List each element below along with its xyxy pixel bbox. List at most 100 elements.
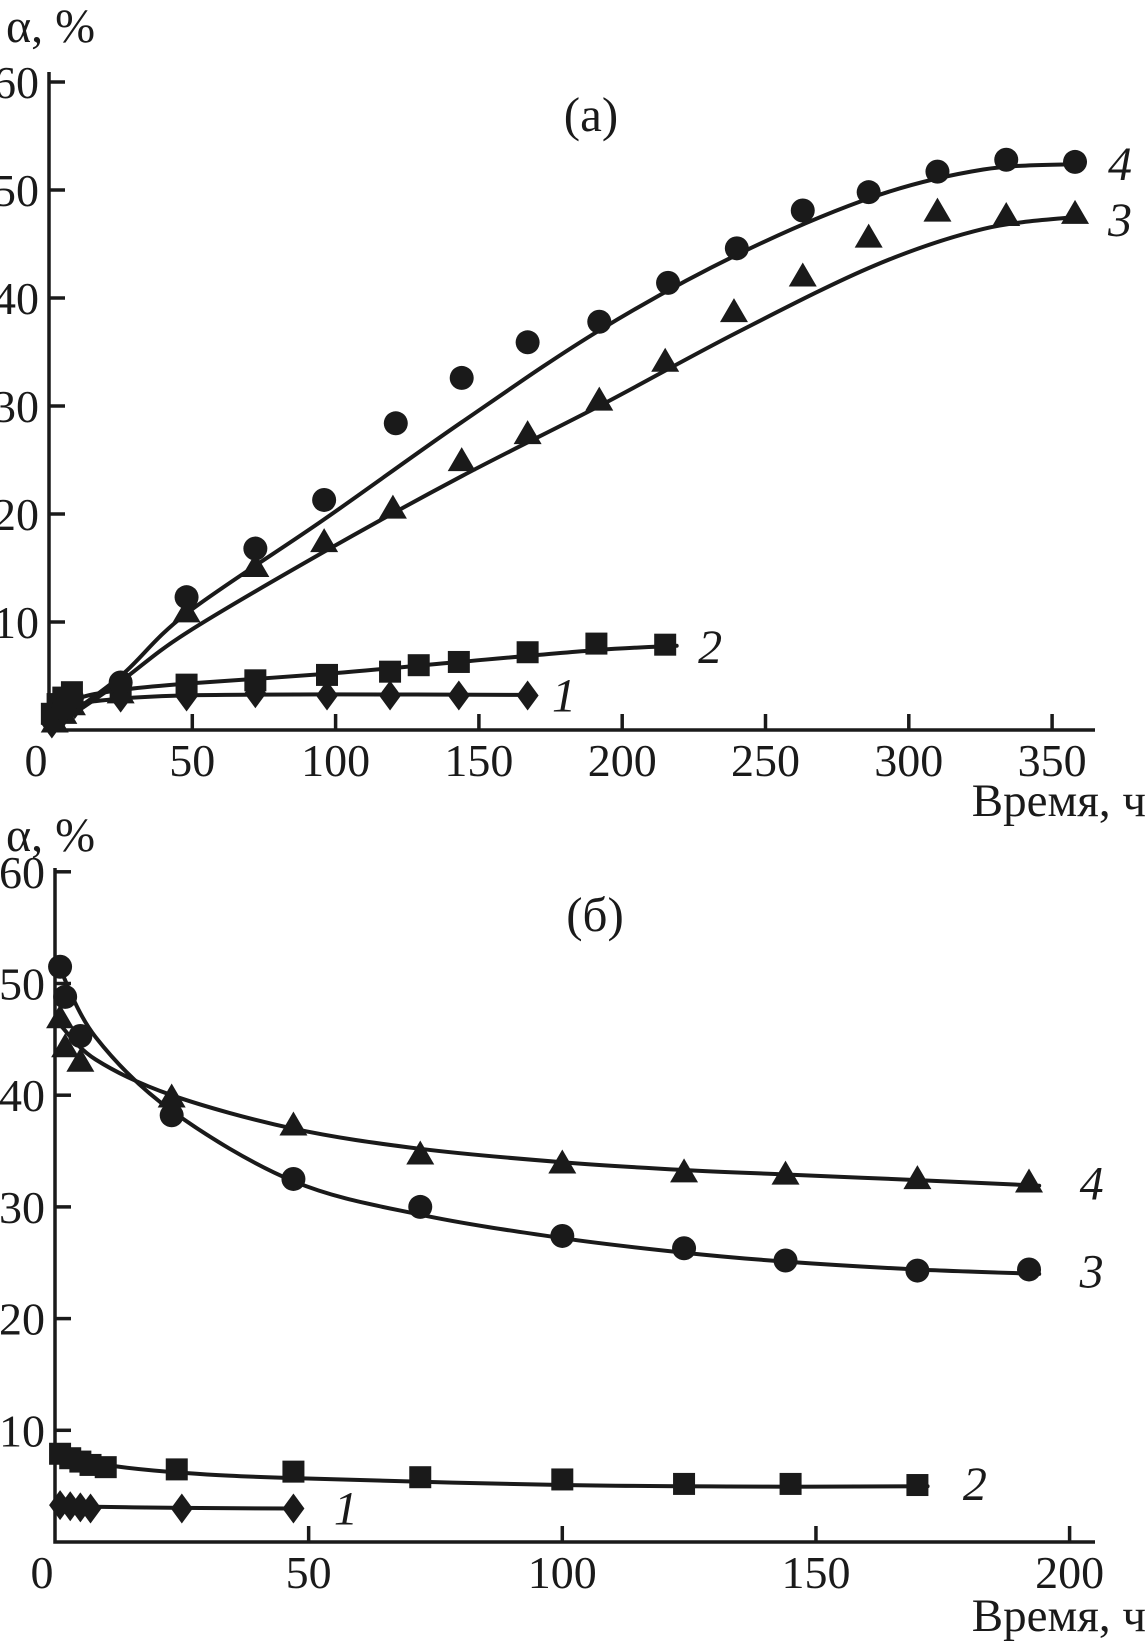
panel-a-series-2-marker bbox=[316, 663, 339, 686]
panel-a-series-3-marker bbox=[447, 447, 476, 472]
panel-b-series-4-marker bbox=[406, 1140, 435, 1165]
panel-b-series-3-curve bbox=[58, 966, 1042, 1276]
panel-b-y-tick-label-50: 50 bbox=[0, 959, 45, 1010]
panel-a-series-2-marker bbox=[379, 660, 402, 683]
panel-b-series-4-marker bbox=[66, 1047, 95, 1072]
panel-a-series-3-marker bbox=[585, 386, 614, 411]
panel-b-series-2-marker bbox=[282, 1460, 305, 1483]
panel-b-series-1-marker bbox=[170, 1493, 193, 1524]
panel-a-series-4-marker bbox=[925, 159, 950, 184]
panel-a-series-3-curve bbox=[52, 215, 1077, 729]
panel-b-y-tick-label-20: 20 bbox=[0, 1294, 45, 1345]
panel-b-series-4-marker bbox=[279, 1111, 308, 1136]
panel-b-x-tick-label-50: 50 bbox=[286, 1547, 332, 1598]
panel-b-series-2-label: 2 bbox=[963, 1458, 987, 1511]
panel-b-series-3-marker bbox=[48, 954, 73, 979]
panel-a-x-tick-label-100: 100 bbox=[301, 735, 370, 786]
panel-b-series-3-marker bbox=[672, 1236, 697, 1261]
panel-a-series-2-marker bbox=[175, 673, 198, 696]
panel-a-y-tick-label-30: 30 bbox=[0, 381, 39, 432]
panel-a-x-tick-label-200: 200 bbox=[588, 735, 657, 786]
panel-b-series-4-markers bbox=[46, 1004, 1044, 1193]
panel-a-series-1-marker bbox=[379, 680, 402, 711]
panel-a-series-3-marker bbox=[1061, 199, 1090, 224]
panel-b-series-3-marker bbox=[53, 984, 78, 1009]
panel-b-series-1-marker bbox=[282, 1493, 305, 1524]
panel-b-ylabel: α, % bbox=[6, 809, 95, 862]
panel-a-series-3-marker bbox=[241, 553, 270, 577]
panel-b-series-2-marker bbox=[673, 1472, 696, 1495]
panel-a-series-4-marker bbox=[656, 270, 681, 295]
panel-a-series-4-marker bbox=[383, 411, 408, 436]
panel-b-series-2-marker bbox=[906, 1474, 929, 1497]
panel-a-y-tick-label-10: 10 bbox=[0, 597, 39, 648]
panel-a-series-4-marker bbox=[59, 685, 84, 710]
panel-a-series-3-marker bbox=[172, 598, 201, 623]
panel-a-series-2-marker bbox=[407, 654, 430, 677]
panel-b-series-3-markers bbox=[48, 954, 1042, 1283]
panel-a-series-3-marker bbox=[923, 197, 952, 222]
panel-b-series-1-markers bbox=[49, 1490, 305, 1524]
panel-a-series-4-curve bbox=[52, 162, 1077, 727]
panel-b-series-3-marker bbox=[1017, 1257, 1042, 1282]
panel-b-title: (б) bbox=[566, 887, 624, 942]
panel-b-series-3-marker bbox=[408, 1194, 433, 1219]
panel-a-series-4-marker bbox=[790, 198, 815, 223]
panel-a-series-4-marker bbox=[174, 585, 199, 610]
panel-a-xlabel: Время, ч bbox=[972, 775, 1146, 827]
panel-b-series-4-marker bbox=[903, 1165, 932, 1190]
panel-b-series-4-marker bbox=[46, 1004, 75, 1029]
panel-b-series-4-marker bbox=[548, 1149, 577, 1174]
panel-a-series-3-marker bbox=[992, 202, 1021, 226]
panel-b-y-tick-label-10: 10 bbox=[0, 1405, 45, 1456]
panel-a-series-2-marker bbox=[244, 669, 267, 692]
panel-a-series-1-marker bbox=[516, 680, 539, 711]
panel-a-x-tick-label-250: 250 bbox=[731, 735, 800, 786]
panel-a-series-2-marker bbox=[516, 641, 539, 664]
panel-a-series-4-marker bbox=[312, 487, 337, 512]
panel-a-plot: 10 20 30 40 50 60 0 50 100 150 200 250 300 350 1 2 34 bbox=[0, 57, 1132, 786]
panel-a-series-2-marker bbox=[654, 633, 677, 656]
panel-b-x-tick-label-200: 200 bbox=[1035, 1547, 1104, 1598]
panel-b-series-2-marker bbox=[165, 1458, 188, 1481]
panel-b-series-2-marker bbox=[409, 1466, 432, 1489]
panel-b-series-3-label: 3 bbox=[1079, 1246, 1104, 1299]
panel-b-series-4-marker bbox=[771, 1160, 800, 1185]
panel-a-title: (а) bbox=[564, 87, 618, 142]
panel-a-series-2-markers bbox=[40, 632, 677, 725]
panel-a-series-2-curve bbox=[49, 643, 679, 720]
panel-b-axes bbox=[53, 868, 1095, 1544]
panel-a-series-3-marker bbox=[378, 494, 407, 519]
panel-a-series-4-marker bbox=[515, 330, 540, 355]
panel-b-series-2-marker bbox=[779, 1472, 802, 1495]
panel-a-x-tick-label-350: 350 bbox=[1018, 735, 1087, 786]
panel-b-series-2-marker bbox=[551, 1468, 574, 1491]
panel-b-xlabel: Время, ч bbox=[972, 1590, 1146, 1641]
panel-a-series-2-marker bbox=[585, 632, 608, 655]
panel-a-series-3-label: 3 bbox=[1107, 194, 1132, 247]
panel-b-series-4-label: 4 bbox=[1080, 1157, 1104, 1210]
panel-b-series-2-markers bbox=[49, 1442, 929, 1497]
panel-a-series-4-marker bbox=[449, 365, 474, 390]
panel-a-series-4-marker bbox=[587, 309, 612, 334]
panel-b-series-3-marker bbox=[550, 1223, 575, 1248]
panel-a-series-4-marker bbox=[994, 147, 1019, 172]
panel-b-series-4-marker bbox=[51, 1033, 80, 1058]
panel-a-series-4-marker bbox=[856, 180, 881, 205]
panel-a-series-3-marker bbox=[854, 223, 883, 248]
panel-b-series-3-marker bbox=[159, 1103, 184, 1128]
panel-a-series-2-marker bbox=[447, 650, 470, 673]
panel-b-series-4-marker bbox=[157, 1083, 186, 1108]
panel-b-series-1-marker bbox=[79, 1493, 102, 1524]
panel-a-series-3-marker bbox=[719, 298, 748, 323]
panel-a-series-4-marker bbox=[108, 670, 133, 695]
panel-a-y-tick-label-40: 40 bbox=[0, 273, 39, 324]
panel-a-x-tick-label-0: 0 bbox=[25, 735, 48, 786]
panel-b-plot: 10 20 30 40 50 60 0 50 100 150 200 1 2 3 4 bbox=[0, 847, 1104, 1598]
panel-b-x-tick-label-0: 0 bbox=[31, 1547, 54, 1598]
panel-b-x-tick-label-150: 150 bbox=[781, 1547, 850, 1598]
panel-a-series-3-marker bbox=[310, 528, 339, 553]
panel-a-series-1-marker bbox=[316, 680, 339, 711]
panel-b-x-tick-label-100: 100 bbox=[528, 1547, 597, 1598]
